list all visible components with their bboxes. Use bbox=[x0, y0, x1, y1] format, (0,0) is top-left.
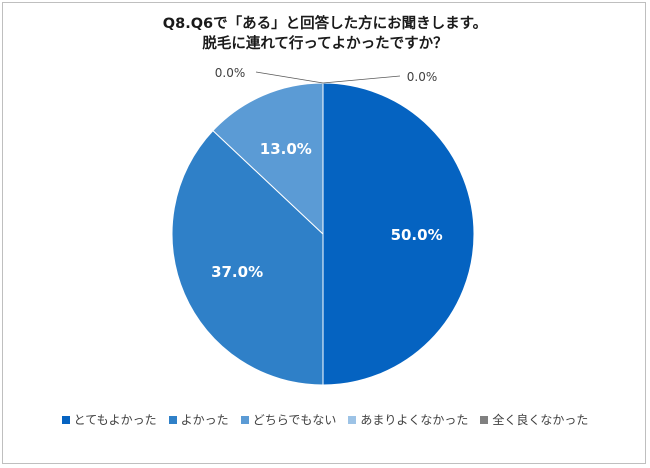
legend-item-1: とてもよかった bbox=[61, 411, 157, 428]
leader-line-4 bbox=[255, 71, 324, 84]
pie-slice-2 bbox=[171, 129, 324, 386]
legend-item-4: あまりよくなかった bbox=[348, 411, 468, 428]
pie-slice-1 bbox=[322, 82, 475, 386]
pie-slice-3 bbox=[212, 82, 324, 236]
leader-line-5 bbox=[322, 75, 401, 84]
legend-label-2: よかった bbox=[180, 413, 229, 427]
legend-swatch-5 bbox=[480, 415, 489, 424]
data-label-2: 37.0% bbox=[211, 263, 263, 281]
legend-item-5: 全く良くなかった bbox=[480, 411, 588, 428]
data-label-4: 0.0% bbox=[215, 66, 246, 80]
legend-item-2: よかった bbox=[168, 411, 229, 428]
chart-title-line-1: Q8.Q6で「ある」と回答した方にお聞きします。 bbox=[162, 16, 488, 32]
chart-title: Q8.Q6で「ある」と回答した方にお聞きします。 脱毛に連れて行ってよかったです… bbox=[0, 14, 650, 54]
legend-swatch-3 bbox=[240, 415, 249, 424]
legend-swatch-1 bbox=[61, 415, 70, 424]
data-label-3: 13.0% bbox=[260, 140, 312, 158]
legend-swatch-2 bbox=[168, 415, 177, 424]
legend-label-1: とてもよかった bbox=[73, 413, 157, 427]
legend-swatch-4 bbox=[348, 415, 357, 424]
legend-label-4: あまりよくなかった bbox=[360, 413, 469, 427]
legend-item-3: どちらでもない bbox=[240, 411, 337, 428]
data-label-5: 0.0% bbox=[407, 70, 438, 84]
data-label-1: 50.0% bbox=[391, 226, 443, 244]
legend-label-5: 全く良くなかった bbox=[492, 413, 589, 427]
chart-legend: とてもよかった よかった どちらでもない あまりよくなかった 全く良くなかった bbox=[0, 411, 650, 428]
legend-label-3: どちらでもない bbox=[252, 413, 337, 427]
chart-title-line-2: 脱毛に連れて行ってよかったですか？ bbox=[202, 36, 448, 52]
